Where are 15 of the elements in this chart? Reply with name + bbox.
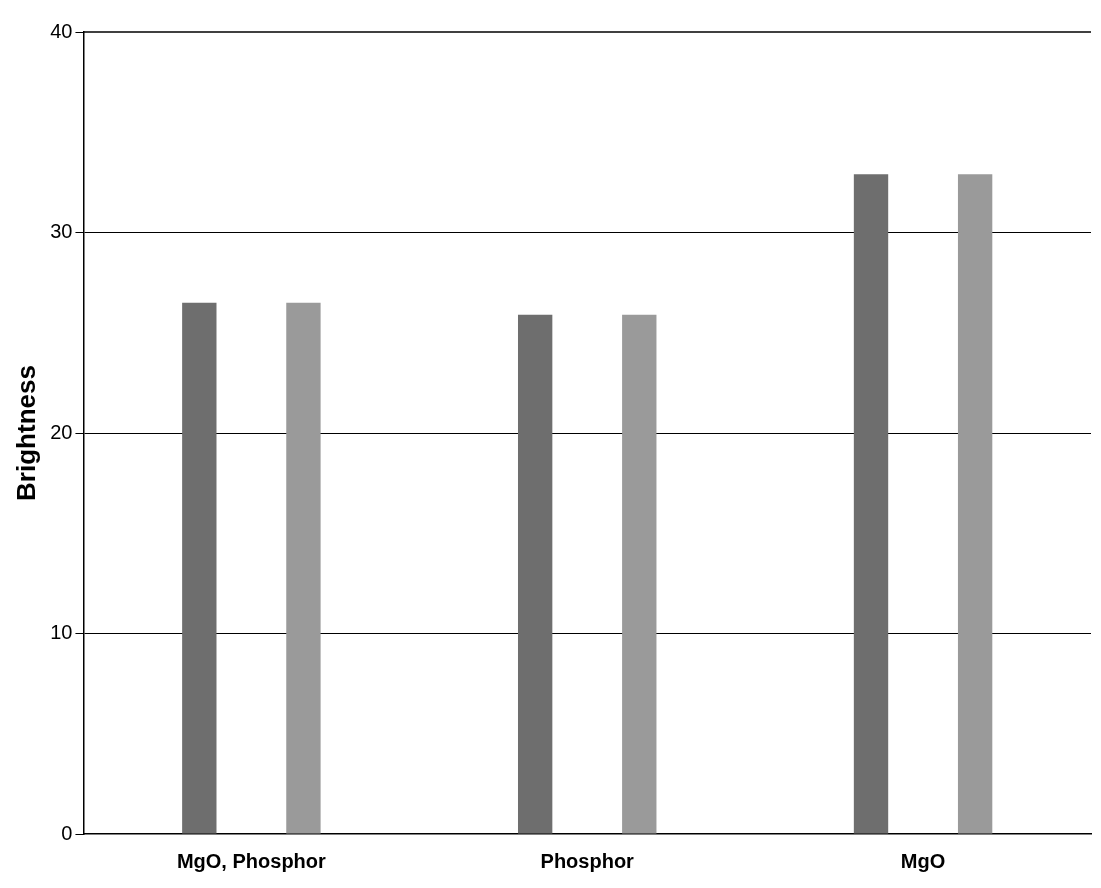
bar: [853, 174, 889, 834]
x-tick-label: MgO, Phosphor: [176, 849, 327, 872]
bar: [957, 174, 993, 834]
bar: [622, 314, 657, 834]
y-tick-label: 30: [50, 220, 73, 243]
y-axis-title: Brightness: [10, 365, 41, 501]
y-tick-label: 40: [50, 19, 73, 42]
bar: [517, 314, 553, 834]
bar: [182, 302, 217, 834]
x-tick-label: MgO: [900, 849, 946, 872]
bar: [286, 302, 321, 834]
y-tick-label: 20: [50, 420, 73, 443]
x-tick-label: Phosphor: [540, 849, 635, 872]
y-tick-label: 10: [50, 621, 73, 644]
y-tick-label: 0: [61, 821, 73, 844]
